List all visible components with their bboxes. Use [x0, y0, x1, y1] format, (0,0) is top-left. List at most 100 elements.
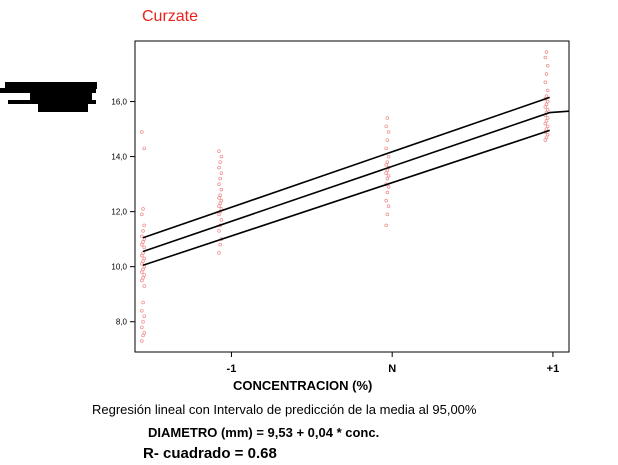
data-point	[385, 138, 390, 142]
data-point	[384, 163, 388, 167]
data-point	[141, 259, 145, 263]
data-point	[545, 64, 550, 68]
data-point	[140, 339, 144, 343]
data-point	[544, 102, 549, 107]
data-point	[218, 160, 222, 164]
data-point	[142, 223, 146, 228]
data-point	[219, 187, 224, 192]
data-point	[142, 245, 146, 250]
data-point	[543, 138, 548, 142]
data-point	[384, 198, 388, 203]
y-tick-label: 12,0	[111, 208, 127, 217]
data-point	[386, 174, 391, 178]
data-point	[218, 176, 222, 181]
data-point	[142, 330, 146, 335]
data-point	[384, 223, 388, 228]
data-point	[386, 204, 391, 208]
data-point	[141, 207, 145, 211]
data-point	[384, 171, 388, 175]
data-point	[141, 319, 145, 324]
data-point	[218, 193, 222, 197]
data-point	[141, 240, 145, 244]
data-point	[545, 108, 550, 112]
data-point	[140, 278, 144, 283]
data-point	[386, 130, 391, 134]
data-point	[543, 121, 548, 126]
data-point	[386, 154, 391, 159]
data-point	[142, 256, 146, 261]
data-point	[543, 55, 548, 60]
data-point	[141, 267, 145, 272]
regression-caption: Regresión lineal con Intervalo de predic…	[92, 402, 477, 417]
data-point	[217, 182, 221, 186]
data-point	[142, 314, 146, 318]
data-point	[384, 146, 388, 151]
data-point	[218, 242, 222, 247]
data-point	[142, 146, 146, 151]
data-point	[219, 218, 224, 222]
data-point	[140, 308, 144, 313]
plot-frame	[134, 40, 570, 353]
data-point	[385, 212, 390, 217]
data-point	[545, 124, 550, 129]
data-point	[140, 325, 144, 329]
data-point	[140, 262, 144, 266]
data-point	[217, 229, 221, 233]
data-point	[544, 135, 549, 140]
data-point	[219, 154, 224, 159]
data-point	[217, 251, 221, 255]
data-point	[217, 204, 221, 208]
data-point	[386, 185, 391, 189]
chart-title: Curzate	[142, 8, 199, 25]
data-point	[140, 234, 144, 239]
r-squared-label: R- cuadrado = 0.68	[143, 445, 277, 462]
confidence-band-line	[142, 96, 550, 239]
data-point	[544, 119, 549, 123]
data-point	[545, 116, 550, 120]
data-point	[217, 165, 221, 170]
redaction-mark	[0, 82, 100, 112]
data-point	[219, 198, 224, 203]
regression-line	[142, 110, 570, 253]
y-tick-label: 8,0	[116, 318, 128, 327]
data-point	[217, 212, 221, 217]
data-point	[543, 105, 548, 109]
data-point	[218, 201, 222, 206]
y-tick-label: 14,0	[111, 153, 127, 162]
data-point	[140, 212, 144, 217]
y-tick-label: 10,0	[111, 263, 127, 272]
data-point	[140, 130, 144, 134]
data-point	[385, 116, 390, 120]
data-point	[544, 50, 549, 54]
data-point	[217, 149, 221, 153]
x-axis-label: CONCENTRACION (%)	[233, 378, 373, 393]
x-tick-label: +1	[547, 363, 560, 375]
x-tick-label: -1	[227, 363, 237, 375]
data-point	[385, 176, 390, 181]
data-point	[141, 300, 145, 305]
data-point	[140, 253, 144, 258]
data-point	[545, 88, 550, 93]
data-point	[385, 160, 390, 164]
data-point	[142, 284, 146, 288]
data-point	[140, 270, 144, 274]
data-point	[141, 275, 145, 280]
data-point	[545, 99, 550, 104]
data-point	[544, 94, 549, 98]
data-point	[217, 196, 221, 200]
data-point	[544, 72, 549, 76]
data-point	[141, 229, 145, 233]
y-tick-label: 16,0	[111, 98, 127, 107]
regression-equation: DIAMETRO (mm) = 9,53 + 0,04 * conc.	[148, 425, 380, 440]
data-point	[140, 242, 144, 247]
data-point	[543, 80, 548, 85]
data-point	[141, 333, 145, 338]
confidence-band-line	[142, 129, 550, 267]
data-point	[385, 168, 390, 173]
x-tick-label: N	[388, 363, 396, 375]
data-point	[219, 171, 224, 175]
data-point	[142, 273, 146, 277]
data-point	[385, 190, 390, 195]
data-point	[384, 124, 388, 129]
